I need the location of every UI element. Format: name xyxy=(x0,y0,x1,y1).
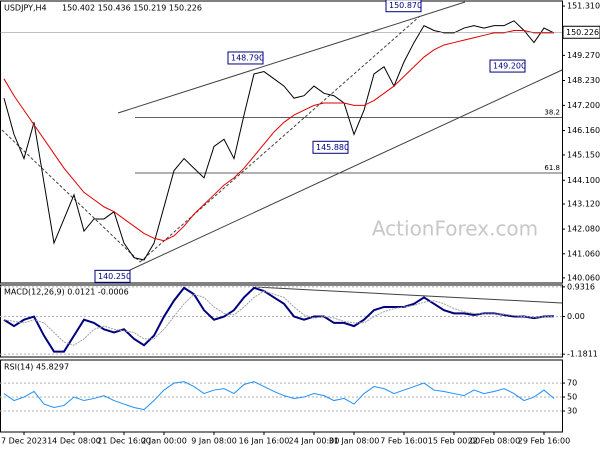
trend-line xyxy=(1,129,141,263)
last-price-label: 150.226 xyxy=(566,28,599,37)
annotation-box xyxy=(227,51,264,65)
annotation-box xyxy=(385,0,422,13)
panel-title: USDJPY,H4 xyxy=(4,4,47,13)
x-tick-label: 15 Feb 00:00 xyxy=(428,437,480,446)
series-line xyxy=(3,286,555,353)
x-tick-label: 2 Jan 00:00 xyxy=(141,437,187,446)
annotation-label: 140.250 xyxy=(98,272,131,281)
x-tick-label: 9 Jan 08:00 xyxy=(191,437,237,446)
x-tick-label: 21 Dec 16:00 xyxy=(97,437,151,446)
y-tick-label: 151.310 xyxy=(567,2,600,11)
x-tick-label: 7 Feb 16:00 xyxy=(380,437,427,446)
panel-title: RSI(14) 45.8297 xyxy=(4,363,69,372)
y-tick-label: 0.9316 xyxy=(567,282,595,291)
series-line xyxy=(3,381,555,411)
y-tick-label: 50 xyxy=(567,393,577,402)
y-tick-label: 146.160 xyxy=(567,126,600,135)
annotation-box xyxy=(312,140,349,154)
y-tick-label: 144.100 xyxy=(567,176,600,185)
y-tick-label: 142.080 xyxy=(567,225,600,234)
channel-line xyxy=(117,1,466,114)
annotation-label: 145.880 xyxy=(316,143,349,152)
y-tick-label: 149.270 xyxy=(567,51,600,60)
y-tick-label: 30 xyxy=(567,407,577,416)
y-tick-label: 148.230 xyxy=(567,76,600,85)
y-tick-label: 147.200 xyxy=(567,101,600,110)
last-price-box xyxy=(562,25,600,39)
annotation-label: 150.870 xyxy=(389,1,422,10)
watermark: ActionForex.com xyxy=(372,217,538,241)
y-tick-label: 141.060 xyxy=(567,249,600,258)
divergence-line xyxy=(254,286,563,304)
x-tick-label: 22 Feb 08:00 xyxy=(468,437,520,446)
panel-subtitle: 150.402 150.436 150.219 150.226 xyxy=(62,4,202,13)
series-line xyxy=(3,29,554,242)
panel-frame xyxy=(0,359,563,433)
annotation-box xyxy=(489,59,526,73)
x-tick-label: 7 Dec 2023 xyxy=(1,437,47,446)
x-tick-label: 31 Jan 08:00 xyxy=(329,437,380,446)
x-tick-label: 14 Dec 08:00 xyxy=(47,437,101,446)
panel-title: MACD(12,26,9) 0.0121 -0.0006 xyxy=(4,288,129,297)
panel-frame xyxy=(0,0,563,284)
annotation-box xyxy=(94,269,131,283)
x-tick-label: 29 Feb 16:00 xyxy=(518,437,570,446)
y-tick-label: 0.00 xyxy=(567,312,585,321)
fib-label: 38.2 xyxy=(544,108,560,116)
y-tick-label: 145.150 xyxy=(567,150,600,159)
channel-line xyxy=(129,69,563,271)
fib-label: 61.8 xyxy=(544,164,560,172)
annotation-label: 148.790 xyxy=(231,53,264,62)
y-tick-label: -1.1811 xyxy=(567,350,598,359)
trend-line xyxy=(139,15,421,263)
y-tick-label: 143.120 xyxy=(567,199,600,208)
annotation-label: 149.200 xyxy=(493,62,526,71)
y-tick-label: 140.060 xyxy=(567,273,600,282)
series-line xyxy=(3,20,555,261)
y-tick-label: 70 xyxy=(567,379,577,388)
x-tick-label: 24 Jan 00:00 xyxy=(289,437,340,446)
panel-frame xyxy=(0,284,563,358)
x-tick-label: 16 Jan 16:00 xyxy=(239,437,290,446)
series-line xyxy=(3,290,555,346)
